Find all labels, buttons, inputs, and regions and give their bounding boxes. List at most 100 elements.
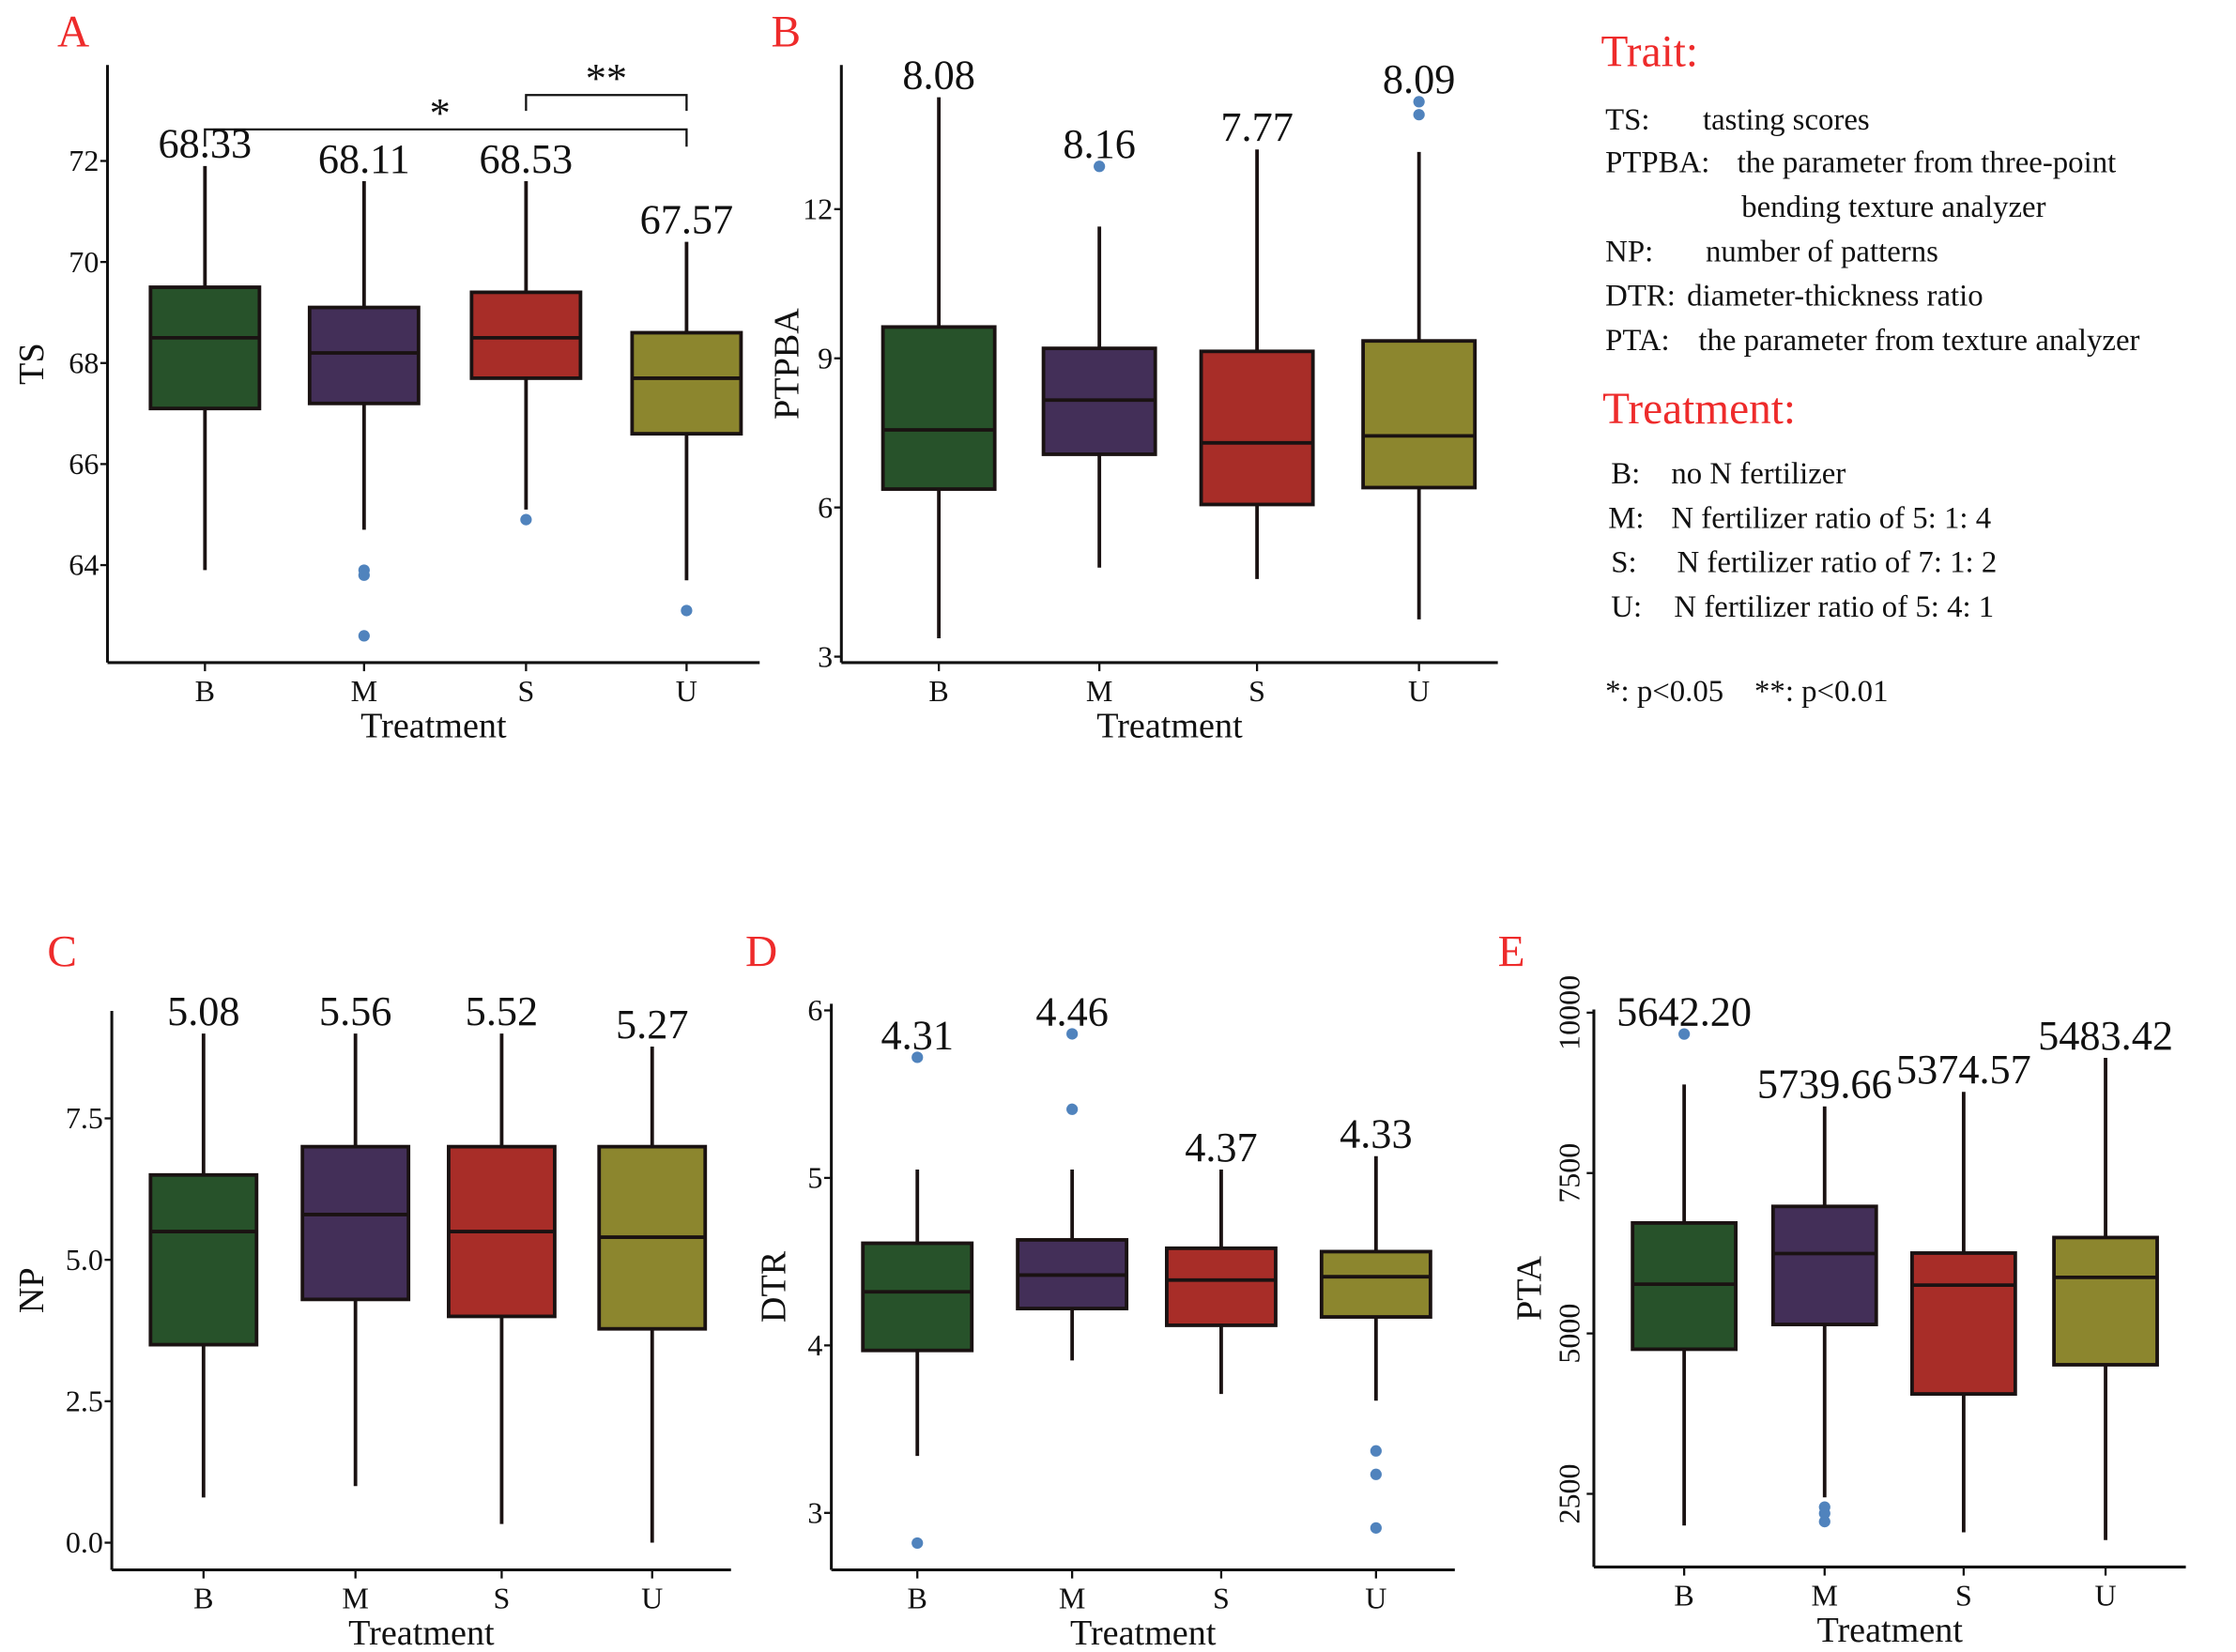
iqr-box [148,1172,259,1347]
y-tick-label: 5 [807,1161,822,1195]
box-m: 5.56 [300,988,411,1487]
mean-label: 8.08 [902,52,974,98]
y-tick-label: 2.5 [66,1384,103,1418]
x-tick-label-b: B [1674,1579,1693,1613]
panel-letter: C [47,928,77,977]
box-b: 5642.20 [1616,988,1752,1526]
legend-footnote: *: p<0.05 **: p<0.01 [1605,675,1888,709]
x-tick-label-u: U [1365,1582,1386,1615]
box-s: 4.37 [1165,1124,1278,1395]
box-u: 4.33 [1319,1111,1432,1534]
legend-treatment-s-text: N fertilizer ratio of 7: 1: 2 [1677,546,1998,580]
mean-label: 4.46 [1035,988,1108,1034]
legend-trait-dtr-abbr: DTR: [1605,280,1676,314]
box-m: 8.16 [1041,121,1157,568]
y-tick-label: 4 [807,1328,822,1362]
box-u: 5.27 [597,1002,708,1543]
box-u: 5483.42 [2038,1013,2173,1540]
legend-treatment-title: Treatment: [1602,385,1796,434]
x-axis-title: Treatment [1070,1614,1217,1652]
legend-trait-np-text: number of patterns [1706,235,1938,268]
outlier-point [911,1051,924,1063]
legend-trait-ptpba-text-2: bending texture analyzer [1741,191,2045,224]
mean-label: 67.57 [640,196,734,242]
outlier-point [681,604,693,617]
mean-label: 5.08 [167,988,239,1034]
iqr-box [469,290,583,380]
significance-bracket [204,128,688,147]
legend-treatment-u-text: N fertilizer ratio of 5: 4: 1 [1674,590,1994,624]
y-axis-title: PTA [1509,1255,1549,1320]
legend-trait-ptpba-abbr: PTPBA: [1605,146,1709,180]
outlier-point [1370,1468,1382,1480]
outlier-point [1413,96,1425,108]
y-tick-label: 70 [69,245,99,279]
legend-trait-ts-text: tasting scores [1703,103,1870,137]
y-tick-label: 64 [69,548,99,582]
x-tick-label-b: B [195,674,215,708]
x-tick-label-m: M [342,1582,369,1615]
legend-trait-np-abbr: NP: [1605,235,1653,268]
y-axis-title: PTPBA [767,308,806,420]
box-m: 68.11 [307,136,421,642]
box-b: 5.08 [148,988,259,1498]
panel-letter: D [745,928,777,977]
iqr-box [1910,1251,2017,1396]
x-tick-label-s: S [494,1582,511,1615]
y-tick-label: 7.5 [66,1101,103,1135]
mean-label: 5.56 [319,988,391,1034]
y-axis-title: TS [12,343,52,385]
mean-label: 5.52 [466,988,538,1034]
iqr-box [1361,339,1478,490]
panel-c: C 0.0 2.5 5.0 7.5 NP B M S U Treatment 5.08 5.56 5.52… [12,928,731,1652]
y-tick-label: 3 [818,639,833,673]
legend-treatment-m-abbr: M: [1608,501,1644,535]
y-tick-label: 2500 [1553,1463,1586,1523]
outlier-point [911,1537,924,1550]
mean-label: 5642.20 [1616,988,1752,1034]
iqr-box [1199,349,1315,507]
outlier-point [1678,1028,1691,1040]
y-tick-label: 3 [807,1495,822,1529]
x-tick-label-m: M [1812,1579,1839,1613]
mean-label: 8.16 [1063,121,1135,167]
x-tick-label-m: M [1086,674,1113,708]
outlier-point [1370,1522,1382,1534]
y-tick-label: 6 [807,993,822,1027]
significance-bracket [525,94,688,112]
iqr-box [1631,1221,1738,1352]
mean-label: 5.27 [616,1002,688,1048]
panel-letter: B [771,8,801,56]
x-tick-label-s: S [1213,1582,1230,1615]
box-b: 4.31 [861,1012,974,1550]
legend-trait-title: Trait: [1601,28,1698,77]
iqr-box [148,285,262,411]
y-axis-title: NP [12,1267,52,1313]
y-axis-title: DTR [755,1250,794,1323]
mean-label: 5739.66 [1757,1062,1892,1108]
x-tick-label-b: B [928,674,948,708]
x-tick-label-u: U [1408,674,1430,708]
panel-letter: A [57,8,89,56]
y-tick-label: 6 [818,490,833,524]
legend-treatment-u-abbr: U: [1611,590,1642,624]
mean-label: 7.77 [1220,104,1293,150]
iqr-box [630,330,743,436]
mean-label: 68.53 [480,136,574,182]
panel-e: E 2500 5000 7500 10000 PTA B M S U Treatment 5642.2… [1498,928,2186,1650]
iqr-box [1165,1246,1278,1327]
mean-label: 4.33 [1340,1111,1412,1157]
box-b: 8.08 [881,52,997,638]
iqr-box [861,1241,974,1353]
x-tick-label-s: S [1248,674,1265,708]
iqr-box [881,325,997,491]
mean-label: 8.09 [1383,56,1455,102]
outlier-point [1818,1507,1830,1520]
outlier-point [1818,1515,1830,1528]
y-tick-label: 12 [803,192,833,226]
legend-trait-dtr-text: diameter-thickness ratio [1687,280,1983,314]
legend: Trait: TS: tasting scores PTPBA: the par… [1601,28,2140,709]
iqr-box [1770,1204,1878,1326]
